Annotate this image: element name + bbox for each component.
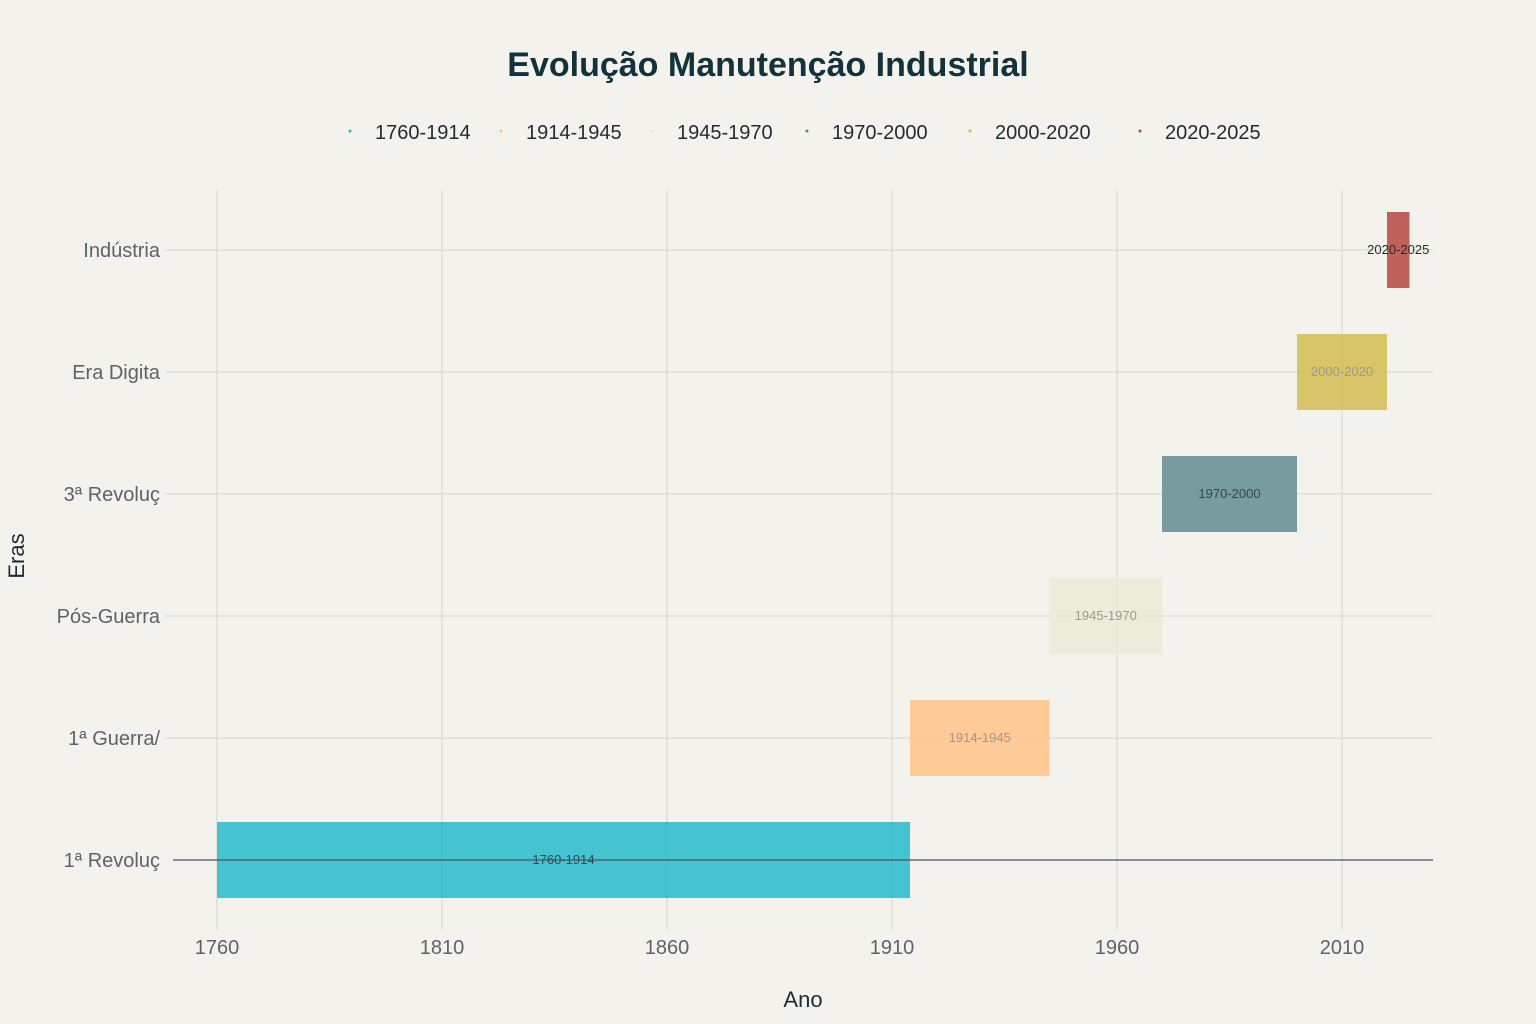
legend-marker [499,129,503,133]
legend-item-label: 2020-2025 [1165,122,1261,144]
bar-2000-2020 [1297,334,1387,410]
y-tick-label: Era Digita [72,362,161,384]
legend: 1760-1914 1914-1945 1945-1970 1970-2000 2000… [348,122,1261,144]
y-axis: 1ª Revoluç 1ª Guerra/Pós-Guerra 3ª Revoluç… [57,240,161,872]
x-tick-label: 1860 [645,937,690,959]
legend-marker [968,129,972,133]
bar-2020-2025 [1387,212,1410,288]
y-tick-label: Pós-Guerra [57,606,161,628]
y-axis-title: Eras [4,533,29,578]
x-tick-label: 1960 [1095,937,1140,959]
legend-item-label: 1914-1945 [526,122,622,144]
legend-item-label: 2000-2020 [995,122,1091,144]
x-axis-title: Ano [783,987,822,1012]
x-tick-label: 2010 [1320,937,1365,959]
x-tick-label: 1910 [870,937,915,959]
legend-item-label: 1945-1970 [677,122,773,144]
bar-label: 1970-2000 [1198,486,1260,501]
x-axis: 1760 1810 1860 1910 1960 2010 [195,937,1365,959]
x-tick-label: 1810 [420,937,465,959]
y-tick-label: Indústria [83,240,161,262]
legend-marker [805,129,809,133]
x-tick-label: 1760 [195,937,240,959]
chart-title: Evolução Manutenção Industrial [507,46,1028,84]
y-tick-label: 1ª Revoluç [64,850,160,872]
bar-1970-2000 [1162,456,1297,532]
bar-label: 1945-1970 [1075,608,1137,623]
y-tick-label: 1ª Guerra/ [68,728,160,750]
legend-marker [650,129,654,133]
bar-label: 2020-2025 [1367,242,1429,257]
legend-item-label: 1760-1914 [375,122,471,144]
legend-marker [1138,129,1142,133]
bar-label: 1914-1945 [949,730,1011,745]
bars: 1760-19141914-19451945-19701970-20002000… [173,212,1433,898]
grid [165,190,1433,930]
bar-1914-1945 [910,700,1050,776]
y-tick-label: 3ª Revoluç [64,484,160,506]
legend-item-label: 1970-2000 [832,122,928,144]
bar-label: 2000-2020 [1311,364,1373,379]
bar-1945-1970 [1049,578,1162,654]
legend-marker [348,129,352,133]
